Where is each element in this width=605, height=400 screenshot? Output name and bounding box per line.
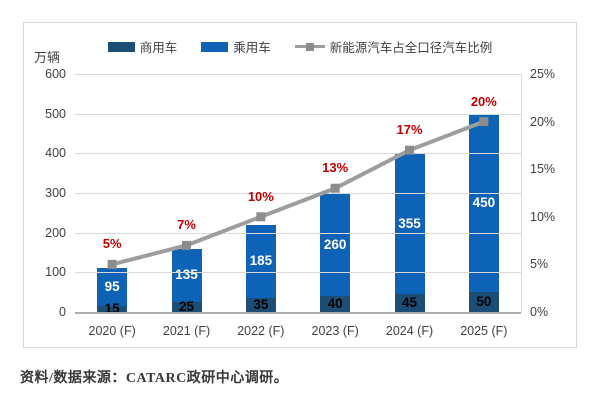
nev-share-line-series [107,117,489,269]
left-axis-tick-300: 300 [45,186,66,200]
gridline-300 [75,193,521,194]
bar-label-commercial-4: 45 [401,295,418,311]
gridline-600 [75,74,521,75]
right-axis-tick-20: 20% [530,114,556,129]
gridline-100 [75,272,521,274]
bar-passenger-1 [171,248,202,303]
legend-label-commercial: 商用车 [139,41,178,55]
line-marker-2 [256,212,266,222]
bar-label-passenger-3: 260 [323,236,347,252]
line-marker-4 [405,145,414,155]
gridline-400 [75,153,521,155]
right-axis-tick-25: 25% [530,67,556,81]
x-axis-label-2: 2022 (F) [237,324,285,338]
bar-commercial-5 [468,292,499,312]
left-axis-tick-100: 100 [45,265,66,280]
legend-item-passenger: 乘用车 [201,37,271,56]
legend-item-nev-share: 新能源汽车占全口径汽车比例 [294,37,493,56]
left-axis-tick-0: 0 [59,305,66,319]
right-axis-tick-5: 5% [530,257,549,272]
bar-passenger-3 [320,193,351,297]
left-axis-tick-500: 500 [45,106,66,121]
pct-label-3: 13% [322,160,349,176]
bar-commercial-3 [320,296,351,312]
pct-label-5: 20% [470,93,497,109]
bar-label-passenger-1: 135 [175,267,198,283]
left-axis-tick-200: 200 [45,225,66,240]
pct-label-0: 5% [102,236,122,252]
left-axis-tick-400: 400 [45,146,66,161]
pct-label-4: 17% [396,122,423,138]
bar-passenger-4 [394,153,425,295]
line-marker-5 [479,117,489,127]
x-axis-label-4: 2024 (F) [385,324,434,338]
left-axis-unit-label: 万辆 [34,50,61,65]
gridline-200 [75,232,521,234]
bar-label-passenger-5: 450 [472,194,496,210]
bar-passenger-5 [468,113,499,293]
x-axis-label-0: 2020 (F) [88,324,136,338]
right-axis-line [521,74,522,312]
line-marker-3 [330,183,340,193]
bar-commercial-2 [245,298,276,312]
right-axis-tick-10: 10% [530,209,556,224]
left-axis-tick-600: 600 [45,67,66,81]
chart-frame: 万辆 商用车 乘用车 新能源汽车占全口径汽车比例 95 15 135 25 185 35 260… [23,22,577,348]
gridline-500 [75,113,521,115]
bar-passenger-2 [245,224,276,299]
bar-label-commercial-5: 50 [476,294,492,310]
bar-commercial-1 [171,302,202,312]
right-axis-tick-0: 0% [530,305,549,319]
bar-commercial-4 [394,294,425,312]
bar-label-passenger-0: 95 [104,279,120,295]
bar-label-passenger-4: 355 [398,215,421,231]
bar-label-commercial-1: 25 [178,299,195,315]
legend-label-passenger: 乘用车 [233,41,271,55]
legend-item-commercial: 商用车 [107,37,178,56]
pct-label-1: 7% [177,217,196,233]
source-note: 资料/数据来源：CATARC政研中心调研。 [20,371,289,386]
bar-label-commercial-3: 40 [327,296,343,312]
legend-line-nev-share-icon [294,42,325,52]
right-axis-tick-15: 15% [530,162,556,177]
x-axis-line [75,311,521,314]
legend-swatch-commercial-icon [107,41,135,52]
x-axis-label-5: 2025 (F) [460,324,508,338]
x-axis-label-3: 2023 (F) [311,324,359,338]
bar-label-commercial-2: 35 [253,297,269,313]
line-marker-0 [107,259,117,269]
bar-commercial-0 [97,306,128,312]
legend-swatch-passenger-icon [201,41,229,52]
legend-line-marker [305,42,314,51]
line-marker-1 [182,240,191,250]
x-axis-label-1: 2021 (F) [162,324,211,338]
chart-legend: 商用车 乘用车 新能源汽车占全口径汽车比例 [24,37,576,56]
bar-label-passenger-2: 185 [249,253,273,269]
legend-label-nev-share: 新能源汽车占全口径汽车比例 [329,41,493,55]
pct-label-2: 10% [247,188,274,204]
bar-passenger-0 [97,268,128,307]
